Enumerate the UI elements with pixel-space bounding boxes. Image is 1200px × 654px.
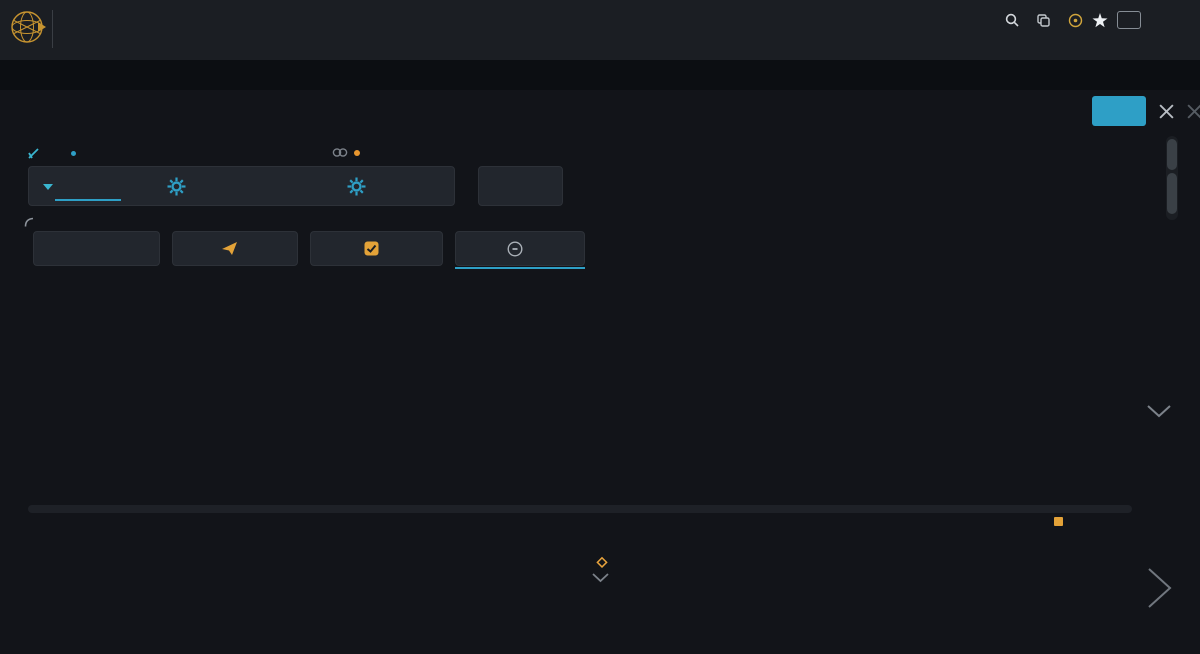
header-actions xyxy=(1005,10,1195,30)
chevron-down-icon[interactable] xyxy=(592,573,609,583)
alles-button[interactable] xyxy=(1092,96,1146,126)
phone-icon xyxy=(24,217,34,227)
search-icon[interactable] xyxy=(1005,13,1019,27)
edit-check-icon xyxy=(28,148,39,159)
progress-bar xyxy=(482,644,740,648)
share-row xyxy=(332,147,366,158)
scrollbar-thumb[interactable] xyxy=(1167,173,1177,214)
front-handler-button[interactable] xyxy=(478,166,563,206)
gear-icon[interactable] xyxy=(167,177,186,196)
diamond-icon[interactable] xyxy=(595,555,609,569)
audience-selector[interactable] xyxy=(28,166,455,206)
selector-underline xyxy=(55,199,121,201)
breadcrumb xyxy=(28,147,86,160)
link-icon xyxy=(332,148,348,157)
source-button-conversions[interactable] xyxy=(310,231,443,266)
chevron-down-icon[interactable] xyxy=(43,184,53,190)
close-icon-secondary[interactable] xyxy=(1186,103,1200,120)
scrollbar-thumb[interactable] xyxy=(1167,139,1177,170)
sessions-top-legend xyxy=(1054,517,1070,526)
chevron-down-icon[interactable] xyxy=(1146,404,1172,418)
star-icon[interactable] xyxy=(1092,12,1108,28)
dot-separator-icon xyxy=(71,151,76,156)
target-icon[interactable] xyxy=(1068,13,1083,28)
active-button-underline xyxy=(455,267,585,269)
chevron-right-icon[interactable] xyxy=(1146,566,1174,610)
clipboard-icon[interactable] xyxy=(1037,13,1050,27)
brand-logo-icon xyxy=(11,11,46,43)
source-button-facebook[interactable] xyxy=(33,231,160,266)
app-header xyxy=(0,0,1200,61)
gear-icon[interactable] xyxy=(347,177,366,196)
legend-swatch-icon xyxy=(1054,517,1063,526)
header-divider xyxy=(52,10,53,48)
close-icon[interactable] xyxy=(1158,103,1175,120)
profile-button[interactable] xyxy=(1117,11,1141,29)
source-button-decime[interactable] xyxy=(455,231,585,266)
section-divider xyxy=(28,505,1132,513)
send-icon xyxy=(222,241,237,255)
checkbox-icon xyxy=(364,241,379,256)
bullet-icon xyxy=(354,149,360,156)
share-pie-chart[interactable] xyxy=(909,141,1019,251)
subheader-strip xyxy=(0,60,1200,90)
record-icon xyxy=(507,240,523,257)
source-button-send[interactable] xyxy=(172,231,298,266)
